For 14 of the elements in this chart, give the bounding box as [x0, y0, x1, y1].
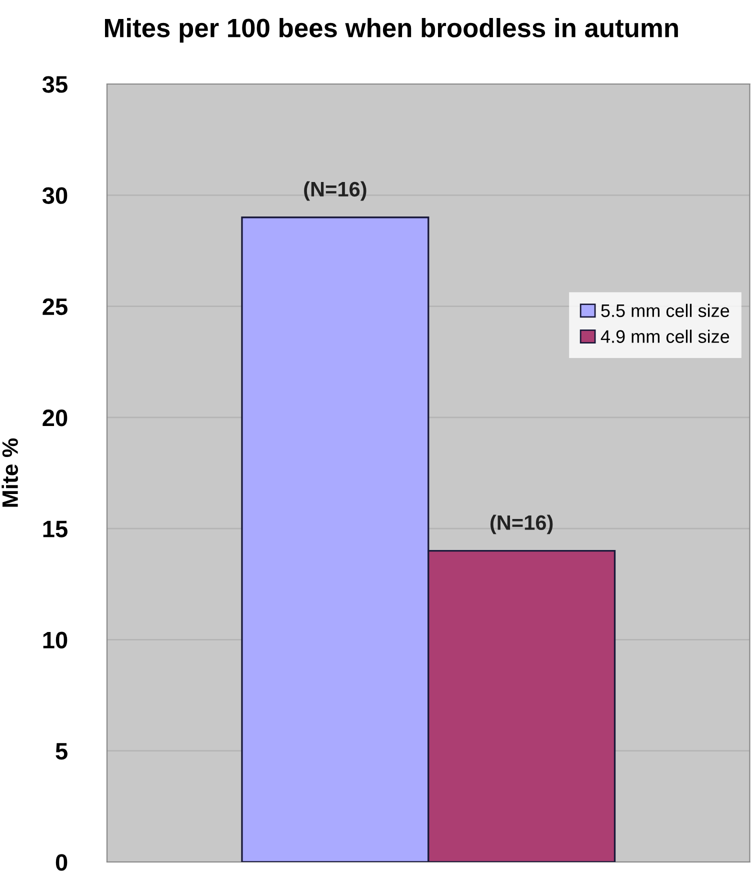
y-tick-label: 10 [43, 632, 68, 648]
y-tick-label: 0 [56, 854, 68, 871]
legend-label: 5.5 mm cell size [601, 304, 730, 318]
y-tick-label: 30 [42, 187, 68, 204]
y-tick-label: 5 [56, 743, 68, 760]
y-tick-label: 25 [42, 298, 68, 316]
y-tick-label: 20 [42, 409, 68, 426]
chart-title: Mites per 100 bees when broodless in autumn [105, 18, 678, 43]
y-tick-label: 35 [42, 76, 68, 93]
annotation: (N=16) [490, 514, 553, 534]
legend-label: 4.9 mm cell size [600, 330, 730, 343]
y-tick-label: 15 [43, 520, 68, 538]
y-axis-title: Mite % [2, 438, 18, 507]
annotation: (N=16) [304, 181, 366, 201]
